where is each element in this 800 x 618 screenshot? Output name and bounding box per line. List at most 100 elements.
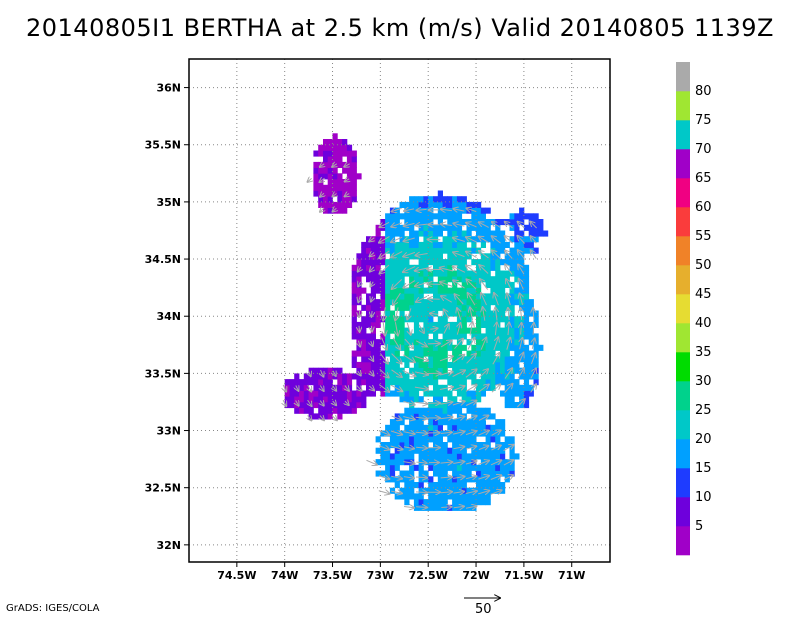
wind-cell xyxy=(456,373,463,380)
wind-cell xyxy=(452,270,458,277)
wind-cell xyxy=(437,470,443,477)
wind-cell xyxy=(313,184,319,191)
wind-vector xyxy=(518,265,525,275)
wind-cell xyxy=(433,350,439,357)
wind-cell xyxy=(413,327,420,334)
wind-cell xyxy=(437,213,443,220)
wind-cell xyxy=(519,253,525,260)
wind-cell xyxy=(533,230,539,237)
wind-cell xyxy=(519,402,525,409)
wind-cell xyxy=(523,344,530,351)
wind-cell xyxy=(428,207,434,214)
wind-vector xyxy=(440,492,452,493)
wind-vector xyxy=(454,339,464,350)
wind-cell xyxy=(428,367,434,374)
wind-cell xyxy=(466,281,472,288)
wind-vector xyxy=(415,477,427,478)
wind-cell xyxy=(413,344,420,351)
wind-cell xyxy=(418,373,424,380)
wind-cell xyxy=(514,293,520,300)
wind-cell xyxy=(418,207,424,214)
colorbar-label: 10 xyxy=(695,490,712,505)
wind-cell xyxy=(447,230,453,237)
wind-vector xyxy=(470,322,473,336)
wind-cell xyxy=(447,504,453,511)
wind-vector xyxy=(407,322,411,335)
wind-cell xyxy=(428,247,434,254)
wind-vector xyxy=(415,340,427,347)
wind-cell xyxy=(423,321,429,328)
wind-cell xyxy=(385,264,391,271)
wind-vector xyxy=(453,223,465,226)
wind-cell xyxy=(447,213,453,220)
wind-cell xyxy=(466,390,472,397)
wind-cell xyxy=(528,333,534,340)
wind-vector xyxy=(453,506,464,507)
wind-vector xyxy=(358,267,361,272)
wind-cell xyxy=(514,367,520,374)
wind-cell xyxy=(366,264,372,271)
wind-vector xyxy=(516,399,525,408)
wind-cell xyxy=(385,241,391,248)
wind-vector xyxy=(491,445,501,451)
wind-cell xyxy=(351,299,357,306)
wind-cell xyxy=(519,327,525,334)
wind-cell xyxy=(485,407,491,414)
plot-frame xyxy=(188,58,611,563)
wind-cell xyxy=(452,327,458,334)
wind-cell xyxy=(476,293,482,300)
wind-cell xyxy=(437,241,443,248)
wind-cell xyxy=(476,384,482,391)
wind-vector xyxy=(379,221,390,227)
wind-cell xyxy=(433,304,439,311)
wind-cell xyxy=(490,241,496,248)
wind-cell xyxy=(533,333,539,340)
wind-cell xyxy=(418,367,424,374)
wind-cell xyxy=(423,219,429,226)
wind-cell xyxy=(356,259,362,266)
wind-cell xyxy=(375,344,381,351)
wind-cell xyxy=(318,396,324,403)
wind-cell xyxy=(533,219,539,226)
wind-cell xyxy=(342,144,348,151)
wind-cell xyxy=(361,241,367,248)
wind-vector xyxy=(465,491,477,494)
wind-cell xyxy=(428,270,434,277)
wind-cell xyxy=(389,459,396,466)
wind-vector xyxy=(358,282,360,287)
wind-cell xyxy=(495,373,501,380)
wind-cell xyxy=(361,247,367,254)
wind-cell xyxy=(366,339,372,346)
wind-cell xyxy=(428,230,434,237)
wind-cell xyxy=(447,373,453,380)
wind-vector xyxy=(506,279,512,290)
wind-cell xyxy=(490,361,496,368)
wind-cell xyxy=(509,219,515,226)
wind-cell xyxy=(442,407,448,414)
wind-cell xyxy=(351,310,357,317)
wind-cell xyxy=(346,144,353,151)
wind-cell xyxy=(509,436,515,443)
wind-cell xyxy=(452,442,458,449)
wind-cell xyxy=(485,333,491,340)
wind-cell xyxy=(456,253,463,260)
wind-cell xyxy=(476,207,482,214)
wind-cell xyxy=(456,424,463,431)
wind-vector xyxy=(379,368,389,377)
wind-cell xyxy=(485,482,491,489)
wind-cell xyxy=(351,304,357,311)
wind-cell xyxy=(466,424,472,431)
wind-cell xyxy=(308,390,314,397)
wind-cell xyxy=(523,350,530,357)
wind-vector xyxy=(358,371,361,375)
wind-cell xyxy=(337,150,343,157)
wind-cell xyxy=(538,344,544,351)
wind-cell xyxy=(452,287,458,294)
wind-cell xyxy=(452,201,458,208)
wind-cell xyxy=(389,350,396,357)
wind-vector xyxy=(532,338,534,350)
wind-cell xyxy=(447,299,453,306)
wind-cell xyxy=(394,213,400,220)
wind-cell xyxy=(504,396,510,403)
wind-cell xyxy=(442,367,448,374)
